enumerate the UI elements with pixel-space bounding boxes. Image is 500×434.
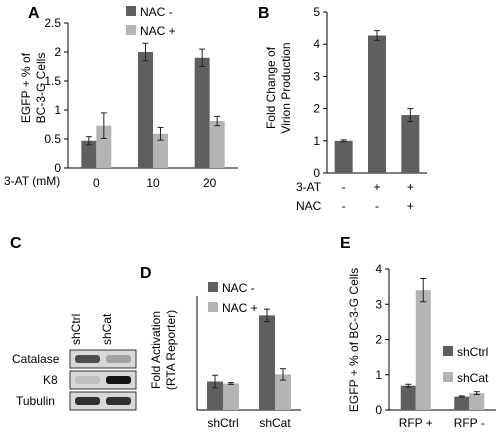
chart-d-category-label: shCtrl xyxy=(207,416,238,430)
chart-a-ylabel-1: EGFP + % of xyxy=(19,52,33,123)
chart-a-legend-label: NAC + xyxy=(140,24,176,38)
chart-e-legend-label: shCat xyxy=(457,371,489,385)
chart-b-row-label-3at: 3-AT xyxy=(296,180,322,194)
chart-a-legend-label: NAC - xyxy=(140,5,173,19)
chart-e-legend-swatch xyxy=(443,372,453,382)
chart-d-ylabel-1: Fold Activation xyxy=(149,311,163,389)
panel-label-b: B xyxy=(258,5,270,22)
chart-d-legend-swatch xyxy=(208,302,218,312)
chart-e-category-label: RFP + xyxy=(399,416,433,430)
chart-b-ytick-label: 4 xyxy=(313,37,320,51)
chart-e-ytick-label: 3 xyxy=(375,297,382,311)
chart-a-ylabel-2: BC-3-G Cells xyxy=(34,53,48,124)
chart-b-condition-symbol: - xyxy=(342,199,346,213)
chart-d-legend-swatch xyxy=(208,282,218,292)
chart-a-legend-swatch xyxy=(126,6,136,16)
chart-a: EGFP + % of BC-3-G Cells 3-AT (mM) 0 0.5 1… xyxy=(4,5,238,190)
chart-b-bar xyxy=(401,115,420,173)
chart-b-ytick-label: 2 xyxy=(313,102,320,116)
blot-row-tubulin: Tubulin xyxy=(16,394,55,408)
chart-a-bar xyxy=(138,52,153,168)
chart-d-ylabel-2: (RTA Reporter) xyxy=(164,310,178,390)
chart-d-category-label: shCat xyxy=(259,416,291,430)
chart-b-ylabel-2: Virion Production xyxy=(279,42,293,133)
chart-b-row-label-nac: NAC xyxy=(296,199,322,213)
chart-a-category-label: 20 xyxy=(203,176,217,190)
chart-e-bar xyxy=(469,393,485,410)
chart-d: Fold Activation (RTA Reporter) shCtrl shC… xyxy=(149,281,301,430)
chart-a-legend-swatch xyxy=(126,25,136,35)
chart-a-ytick-label: 1.5 xyxy=(44,74,61,88)
blot-strip xyxy=(69,370,137,390)
blot-strip xyxy=(69,349,137,369)
chart-e-bar xyxy=(415,290,431,410)
chart-b-condition-symbol: + xyxy=(373,180,380,194)
chart-a-ytick-label: 2.5 xyxy=(44,16,61,30)
panel-label-d: D xyxy=(140,265,152,282)
blot-band xyxy=(75,355,100,363)
blot-band xyxy=(106,397,131,405)
chart-e-legend-swatch xyxy=(443,346,453,356)
chart-d-bar xyxy=(275,374,291,410)
chart-b-ytick-label: 5 xyxy=(313,5,320,19)
chart-d-legend-label: NAC - xyxy=(222,281,255,295)
chart-b-condition-symbol: - xyxy=(342,180,346,194)
chart-e-bar xyxy=(400,385,416,410)
chart-a-ytick-label: 0.5 xyxy=(44,132,61,146)
blot-strip xyxy=(69,391,137,411)
chart-a-category-label: 0 xyxy=(93,176,100,190)
panel-label-a: A xyxy=(28,5,40,22)
western-blot: shCtrl shCat Catalase K8 Tubulin xyxy=(12,313,137,411)
chart-b-ylabel-1: Fold Change of xyxy=(264,46,278,129)
chart-e-category-label: RFP - xyxy=(454,416,485,430)
chart-b: Fold Change of Virion Production 3-AT NA… xyxy=(264,5,427,213)
chart-b-condition-symbol: - xyxy=(375,199,379,213)
chart-e-bar xyxy=(454,396,470,410)
chart-e: EGFP + % of BC-3-G Cells 0 1 2 3 4 RFP + RFP -… xyxy=(347,262,496,430)
chart-b-bar xyxy=(334,140,353,173)
chart-b-ytick-label: 3 xyxy=(313,69,320,83)
chart-e-ylabel: EGFP + % of BC-3-G Cells xyxy=(347,268,361,412)
chart-b-bar xyxy=(368,35,386,174)
chart-d-bar xyxy=(207,381,223,410)
chart-b-condition-symbol: + xyxy=(407,180,414,194)
chart-e-ytick-label: 1 xyxy=(375,368,382,382)
chart-b-ytick-label: 0 xyxy=(313,166,320,180)
chart-a-ytick-label: 1 xyxy=(54,103,61,117)
blot-row-k8: K8 xyxy=(43,373,58,387)
chart-e-ytick-label: 2 xyxy=(375,333,382,347)
chart-e-legend-label: shCtrl xyxy=(457,345,488,359)
chart-a-ytick-label: 2 xyxy=(54,45,61,59)
chart-a-bar xyxy=(153,133,168,168)
blot-band xyxy=(106,376,131,384)
chart-d-legend-label: NAC + xyxy=(222,301,258,315)
chart-b-ytick-label: 1 xyxy=(313,134,320,148)
blot-band xyxy=(75,376,100,384)
chart-a-xlabel: 3-AT (mM) xyxy=(4,174,60,188)
chart-a-bar xyxy=(194,57,210,168)
chart-a-bar xyxy=(209,121,225,168)
chart-a-bar xyxy=(96,125,112,168)
blot-row-catalase: Catalase xyxy=(12,352,60,366)
blot-lane-shcat: shCat xyxy=(100,313,114,345)
chart-d-bar xyxy=(259,315,275,410)
blot-band xyxy=(75,397,100,405)
blot-lane-shctrl: shCtrl xyxy=(69,314,83,345)
panel-label-e: E xyxy=(340,235,351,252)
chart-a-ytick-label: 0 xyxy=(54,161,61,175)
chart-e-ytick-label: 0 xyxy=(375,403,382,417)
chart-a-bar xyxy=(81,140,97,168)
chart-e-ytick-label: 4 xyxy=(375,262,382,276)
panel-label-c: C xyxy=(10,235,22,252)
chart-d-bar xyxy=(223,383,239,410)
chart-b-condition-symbol: + xyxy=(407,199,414,213)
blot-band xyxy=(106,355,131,363)
chart-a-category-label: 10 xyxy=(146,176,160,190)
